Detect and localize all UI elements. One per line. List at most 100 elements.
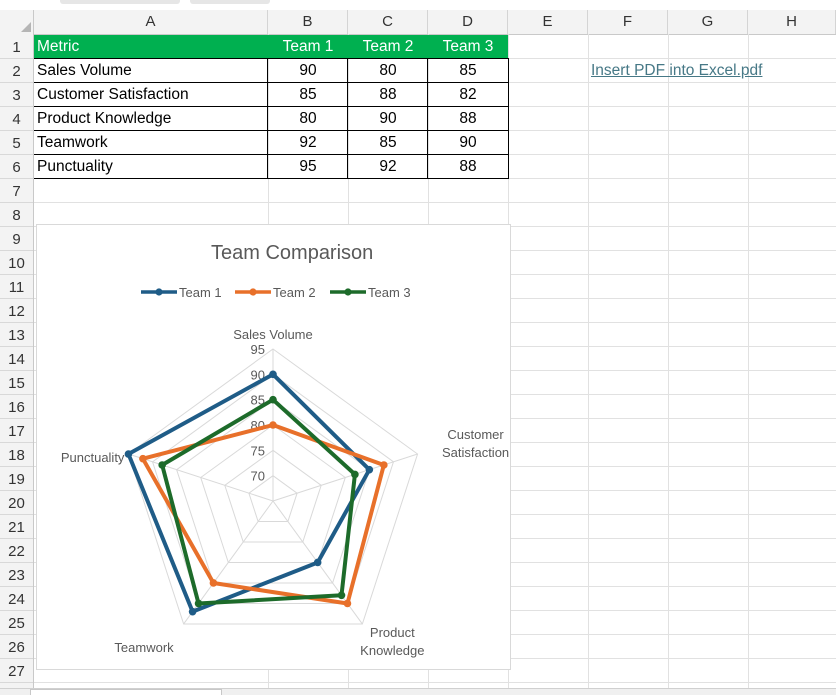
row-header-15[interactable]: 15 (0, 371, 33, 395)
table-cell[interactable]: 80 (379, 62, 397, 79)
radar-tick-label: 85 (251, 393, 265, 408)
table-cell[interactable]: 90 (459, 134, 477, 151)
radar-gridline (127, 348, 419, 625)
row-header-21[interactable]: 21 (0, 515, 33, 539)
table-cell[interactable]: 88 (459, 158, 477, 175)
table-cell[interactable]: 82 (459, 86, 477, 103)
row-header-6[interactable]: 6 (0, 155, 33, 179)
column-header-h[interactable]: H (748, 10, 836, 34)
row-header-8[interactable]: 8 (0, 203, 33, 227)
radar-category-label: Knowledge (360, 643, 424, 658)
series-point (343, 599, 352, 608)
row-header-24[interactable]: 24 (0, 587, 33, 611)
row-header-4[interactable]: 4 (0, 107, 33, 131)
gridline (748, 34, 749, 694)
series-point (194, 599, 203, 608)
row-header-5[interactable]: 5 (0, 131, 33, 155)
row-header-22[interactable]: 22 (0, 539, 33, 563)
header-cell-team2[interactable]: Team 2 (348, 35, 428, 59)
table-border (427, 58, 428, 179)
row-header-3[interactable]: 3 (0, 83, 33, 107)
row-header-19[interactable]: 19 (0, 467, 33, 491)
table-cell[interactable]: 80 (299, 110, 317, 127)
header-cell-team1[interactable]: Team 1 (268, 35, 348, 59)
row-header-10[interactable]: 10 (0, 251, 33, 275)
sheet-tab[interactable] (30, 689, 222, 695)
row-header-26[interactable]: 26 (0, 635, 33, 659)
column-header-f[interactable]: F (588, 10, 668, 34)
window-tab (60, 0, 180, 4)
table-border (34, 82, 509, 83)
table-cell[interactable]: 90 (299, 62, 317, 79)
series-point (139, 454, 147, 463)
window-tab (190, 0, 270, 4)
table-cell[interactable]: Customer Satisfaction (37, 86, 189, 103)
row-header-2[interactable]: 2 (0, 59, 33, 83)
radar-chart[interactable]: Team Comparison Team 1 Team 2 Team 3 70 75 80 8… (36, 224, 511, 670)
radar-gridline (151, 373, 395, 604)
legend-marker (155, 288, 163, 296)
table-cell[interactable]: Sales Volume (37, 62, 132, 79)
series-point (269, 395, 277, 404)
row-header-1[interactable]: 1 (0, 35, 33, 59)
header-cell-team3[interactable]: Team 3 (428, 35, 508, 59)
column-header-e[interactable]: E (508, 10, 588, 34)
table-cell[interactable]: Product Knowledge (37, 110, 172, 127)
title-strip (0, 0, 836, 10)
column-header-g[interactable]: G (668, 10, 748, 34)
series-point (124, 450, 133, 458)
gridline (668, 34, 669, 694)
table-cell[interactable]: 92 (379, 158, 397, 175)
radar-category-label: Teamwork (114, 640, 174, 655)
row-header-20[interactable]: 20 (0, 491, 33, 515)
table-cell[interactable]: 85 (459, 62, 477, 79)
row-header-9[interactable]: 9 (0, 227, 33, 251)
series-point (380, 461, 388, 469)
table-cell[interactable]: 88 (459, 110, 477, 127)
row-header-16[interactable]: 16 (0, 395, 33, 419)
radar-gridline (176, 399, 370, 584)
radar-category-label: Customer (447, 427, 504, 442)
row-header-25[interactable]: 25 (0, 611, 33, 635)
radar-tick-label: 70 (251, 469, 265, 484)
table-cell[interactable]: 88 (379, 86, 397, 103)
select-all-corner[interactable] (0, 10, 34, 34)
pdf-hyperlink[interactable]: Insert PDF into Excel.pdf (591, 62, 763, 79)
table-border (34, 58, 509, 59)
radar-category-label: Punctuality (61, 450, 125, 465)
column-header-d[interactable]: D (428, 10, 508, 34)
table-cell[interactable]: 92 (299, 134, 317, 151)
row-header-7[interactable]: 7 (0, 179, 33, 203)
table-cell[interactable]: 90 (379, 110, 397, 127)
row-header-14[interactable]: 14 (0, 347, 33, 371)
header-cell-metric[interactable]: Metric (34, 35, 268, 59)
table-border (34, 154, 509, 155)
row-header-12[interactable]: 12 (0, 299, 33, 323)
column-header-a[interactable]: A (34, 10, 268, 34)
radar-spoke (272, 453, 418, 502)
row-header-17[interactable]: 17 (0, 419, 33, 443)
legend-marker (249, 288, 257, 296)
table-border (347, 58, 348, 179)
row-header-27[interactable]: 27 (0, 659, 33, 683)
column-header-c[interactable]: C (348, 10, 428, 34)
row-header-11[interactable]: 11 (0, 275, 33, 299)
table-cell[interactable]: 95 (299, 158, 317, 175)
row-header-13[interactable]: 13 (0, 323, 33, 347)
row-header-18[interactable]: 18 (0, 443, 33, 467)
table-border (508, 58, 509, 179)
table-cell[interactable]: 85 (379, 134, 397, 151)
radar-gridline (248, 475, 298, 522)
table-cell[interactable]: Punctuality (37, 158, 113, 175)
radar-tick-label: 95 (251, 342, 265, 357)
table-cell[interactable]: 85 (299, 86, 317, 103)
table-cell[interactable]: Teamwork (37, 134, 108, 151)
column-header-b[interactable]: B (268, 10, 348, 34)
radar-spoke (128, 453, 274, 502)
table-border (267, 58, 268, 179)
gridline (34, 682, 836, 683)
radar-category-label: Satisfaction (442, 445, 509, 460)
series-point (351, 470, 359, 479)
row-header-23[interactable]: 23 (0, 563, 33, 587)
